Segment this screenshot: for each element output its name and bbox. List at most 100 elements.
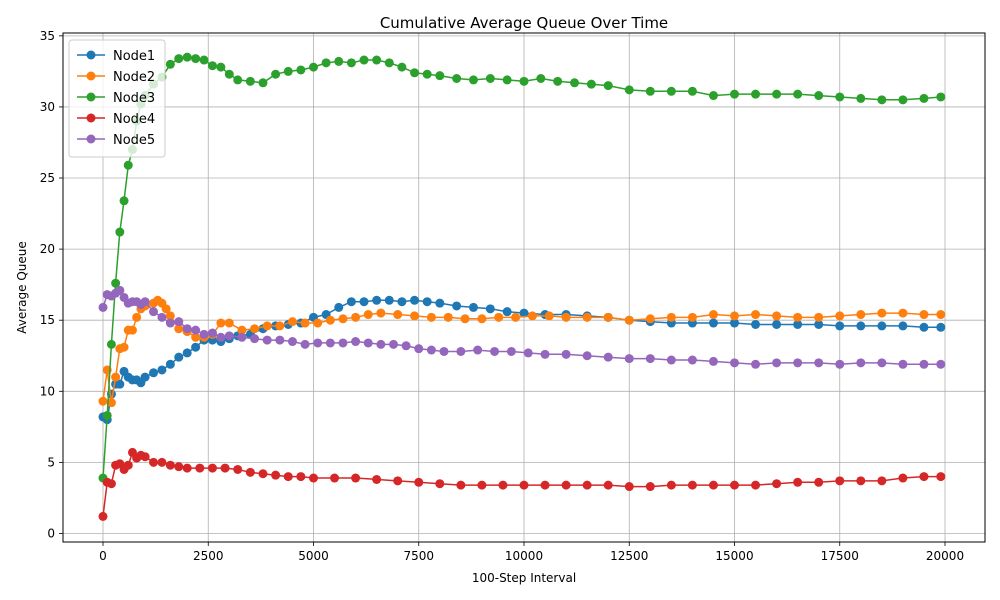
data-point	[98, 511, 108, 521]
data-point	[540, 480, 550, 490]
data-point	[586, 79, 596, 89]
data-point	[165, 59, 175, 69]
data-point	[435, 479, 445, 489]
data-point	[132, 312, 142, 322]
data-point	[363, 338, 373, 348]
data-point	[283, 66, 293, 76]
data-point	[199, 329, 209, 339]
data-point	[485, 304, 495, 314]
y-tick-label: 0	[47, 526, 55, 540]
data-point	[898, 308, 908, 318]
data-point	[207, 463, 217, 473]
data-point	[422, 69, 432, 79]
data-point	[410, 68, 420, 78]
data-point	[687, 480, 697, 490]
data-point	[519, 308, 529, 318]
data-point	[772, 89, 782, 99]
data-point	[372, 295, 382, 305]
data-point	[359, 297, 369, 307]
data-point	[98, 396, 108, 406]
data-point	[687, 312, 697, 322]
data-point	[393, 476, 403, 486]
data-point	[275, 321, 285, 331]
data-point	[397, 62, 407, 72]
data-point	[624, 315, 634, 325]
data-point	[814, 477, 824, 487]
data-point	[313, 318, 323, 328]
data-point	[919, 322, 929, 332]
data-point	[730, 311, 740, 321]
data-point	[224, 69, 234, 79]
data-point	[224, 318, 234, 328]
data-point	[730, 89, 740, 99]
legend-marker	[86, 50, 96, 60]
x-tick-label: 5000	[298, 549, 329, 563]
data-point	[477, 314, 487, 324]
data-point	[195, 463, 205, 473]
data-point	[452, 73, 462, 83]
data-point	[426, 345, 436, 355]
data-point	[149, 307, 159, 317]
data-point	[115, 379, 125, 389]
data-point	[519, 76, 529, 86]
data-point	[485, 73, 495, 83]
data-point	[410, 295, 420, 305]
legend-marker	[86, 113, 96, 123]
data-point	[111, 372, 121, 382]
data-point	[233, 75, 243, 85]
data-point	[936, 322, 946, 332]
data-point	[334, 302, 344, 312]
legend-marker	[86, 134, 96, 144]
data-point	[191, 342, 201, 352]
data-point	[224, 331, 234, 341]
data-point	[603, 352, 613, 362]
data-point	[645, 314, 655, 324]
y-tick-label: 30	[40, 100, 55, 114]
series-layer	[98, 52, 946, 521]
data-point	[919, 93, 929, 103]
data-point	[772, 358, 782, 368]
data-point	[856, 358, 866, 368]
data-point	[751, 319, 761, 329]
data-point	[422, 297, 432, 307]
data-point	[919, 359, 929, 369]
x-tick-label: 2500	[193, 549, 224, 563]
data-point	[561, 349, 571, 359]
data-point	[835, 311, 845, 321]
data-point	[119, 342, 129, 352]
data-point	[708, 91, 718, 101]
data-point	[262, 335, 272, 345]
data-point	[751, 310, 761, 320]
data-point	[936, 472, 946, 482]
data-point	[220, 463, 230, 473]
data-point	[372, 55, 382, 65]
data-point	[330, 473, 340, 483]
data-point	[102, 410, 112, 420]
data-point	[645, 86, 655, 96]
data-point	[477, 480, 487, 490]
data-point	[498, 480, 508, 490]
data-point	[346, 58, 356, 68]
data-point	[468, 75, 478, 85]
data-point	[919, 472, 929, 482]
data-point	[182, 52, 192, 62]
data-point	[191, 332, 201, 342]
data-point	[835, 321, 845, 331]
data-point	[456, 480, 466, 490]
data-point	[149, 368, 159, 378]
data-point	[490, 346, 500, 356]
series-node5	[98, 285, 946, 369]
data-point	[645, 482, 655, 492]
data-point	[919, 310, 929, 320]
data-point	[250, 334, 260, 344]
legend-label: Node5	[113, 133, 155, 148]
y-tick-label: 20	[40, 242, 55, 256]
data-point	[338, 338, 348, 348]
data-point	[351, 473, 361, 483]
x-tick-label: 7500	[403, 549, 434, 563]
data-point	[98, 302, 108, 312]
data-point	[140, 452, 150, 462]
legend-marker	[86, 71, 96, 81]
data-point	[376, 339, 386, 349]
data-point	[877, 308, 887, 318]
